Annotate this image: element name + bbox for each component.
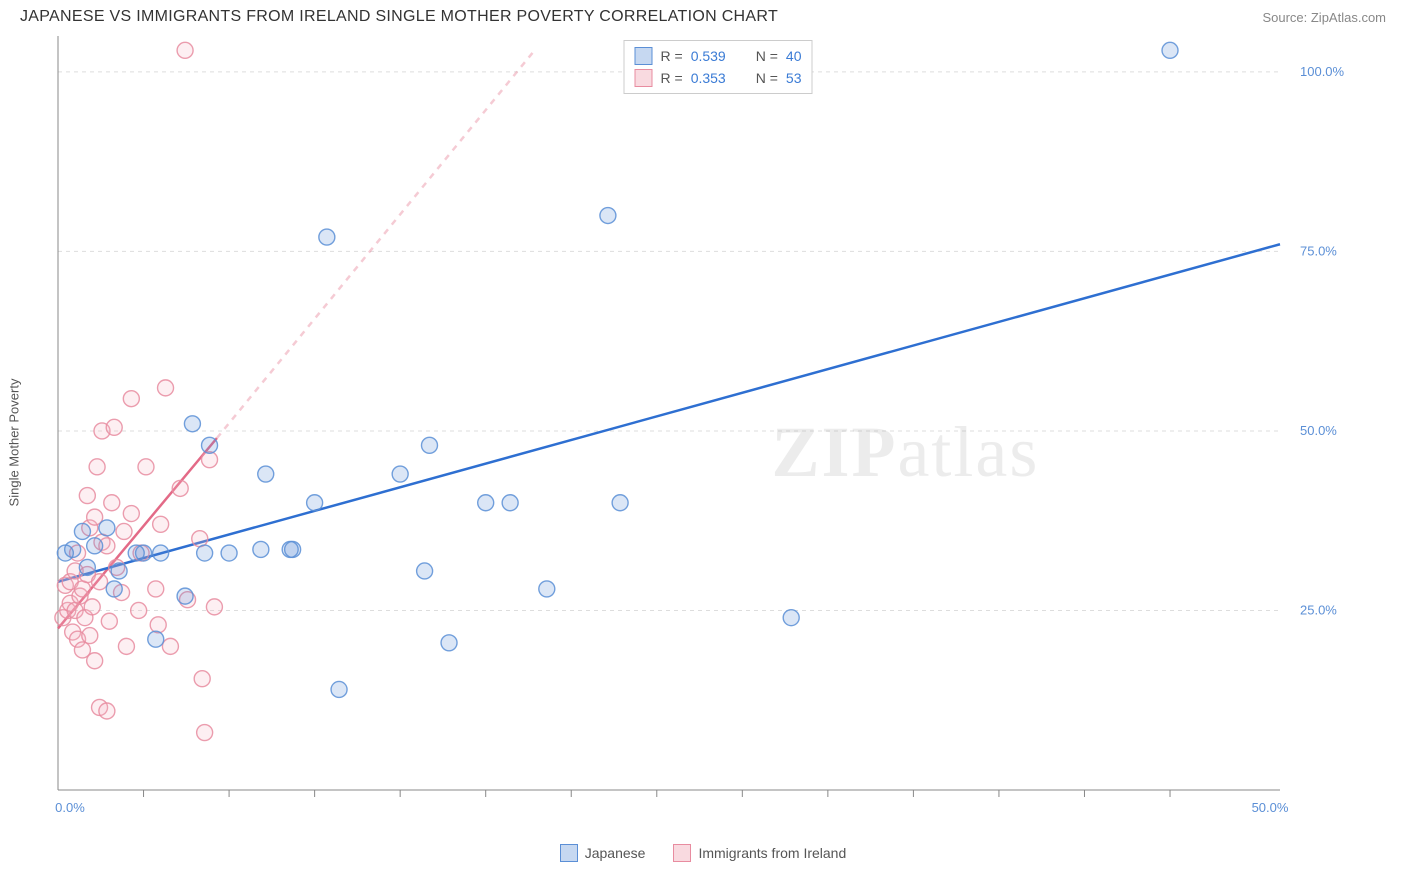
r-label: R = — [661, 48, 683, 64]
n-value-a: 40 — [786, 48, 802, 64]
chart-header: JAPANESE VS IMMIGRANTS FROM IRELAND SING… — [0, 0, 1406, 30]
svg-text:100.0%: 100.0% — [1300, 64, 1345, 79]
legend-item-a: Japanese — [560, 844, 646, 862]
svg-text:25.0%: 25.0% — [1300, 602, 1337, 617]
legend: Japanese Immigrants from Ireland — [0, 844, 1406, 862]
legend-swatch-a — [560, 844, 578, 862]
legend-swatch-b — [673, 844, 691, 862]
legend-label-b: Immigrants from Ireland — [698, 845, 846, 861]
n-label: N = — [756, 48, 778, 64]
stats-row-series-a: R = 0.539 N = 40 — [635, 45, 802, 67]
n-value-b: 53 — [786, 70, 802, 86]
legend-item-b: Immigrants from Ireland — [673, 844, 846, 862]
chart-container: Single Mother Poverty 25.0%50.0%75.0%100… — [50, 30, 1386, 840]
r-label: R = — [661, 70, 683, 86]
swatch-series-b — [635, 69, 653, 87]
y-axis-label: Single Mother Poverty — [7, 379, 22, 507]
source-credit: Source: ZipAtlas.com — [1262, 10, 1386, 25]
svg-text:50.0%: 50.0% — [1252, 800, 1289, 815]
legend-label-a: Japanese — [585, 845, 646, 861]
stats-row-series-b: R = 0.353 N = 53 — [635, 67, 802, 89]
svg-text:0.0%: 0.0% — [55, 800, 85, 815]
n-label: N = — [756, 70, 778, 86]
svg-text:75.0%: 75.0% — [1300, 243, 1337, 258]
chart-title: JAPANESE VS IMMIGRANTS FROM IRELAND SING… — [20, 8, 778, 26]
correlation-stats-box: R = 0.539 N = 40 R = 0.353 N = 53 — [624, 40, 813, 94]
swatch-series-a — [635, 47, 653, 65]
svg-text:50.0%: 50.0% — [1300, 423, 1337, 438]
r-value-a: 0.539 — [691, 48, 726, 64]
scatter-plot: 25.0% 50.0% 75.0% 100.0% 0.0% 50.0% — [50, 30, 1370, 820]
r-value-b: 0.353 — [691, 70, 726, 86]
